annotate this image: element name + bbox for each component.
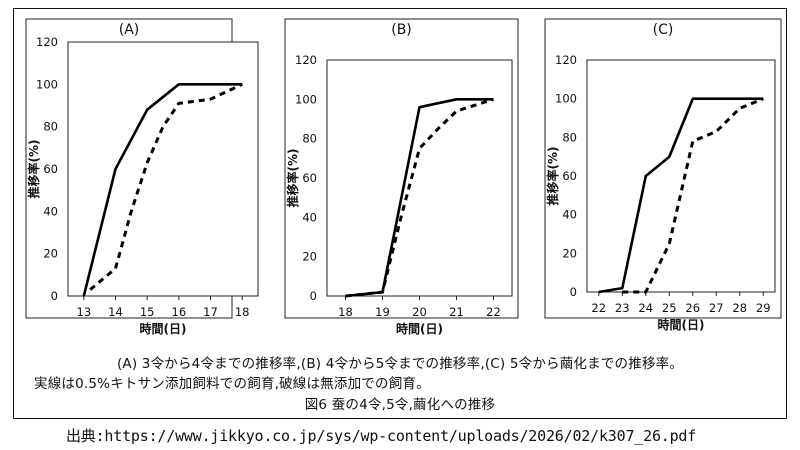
x-tick-label: 22 xyxy=(486,305,501,319)
y-tick-label: 80 xyxy=(302,132,317,146)
x-tick-label: 29 xyxy=(756,301,771,315)
y-tick-label: 0 xyxy=(51,289,58,303)
y-tick-label: 60 xyxy=(562,169,577,183)
y-axis-label: 推移率(%) xyxy=(545,147,560,206)
series-line-solid xyxy=(598,97,764,294)
x-tick-label: 22 xyxy=(591,301,606,315)
y-tick-label: 40 xyxy=(562,208,577,222)
x-axis-label: 時間(日) xyxy=(396,321,443,336)
chart-title: (B) xyxy=(391,22,412,38)
chart-panel xyxy=(284,18,519,319)
series-line-dashed xyxy=(622,97,764,294)
caption-line-2: 実線は0.5%キトサン添加飼料での飼育,破線は無添加での飼育。 xyxy=(34,376,430,392)
y-tick-label: 20 xyxy=(43,247,58,261)
y-tick-label: 60 xyxy=(302,171,317,185)
y-tick-label: 120 xyxy=(295,53,317,67)
x-axis-label: 時間(日) xyxy=(140,321,187,336)
series-line-dashed xyxy=(345,97,494,298)
plot-area xyxy=(326,59,513,297)
x-axis-label: 時間(日) xyxy=(658,317,705,332)
chart-panel xyxy=(25,18,259,319)
figure-title: 図6 蚕の4令,5令,繭化への推移 xyxy=(304,397,496,413)
y-tick-label: 80 xyxy=(43,120,58,134)
caption-line-1: (A) 3令から4令までの推移率,(B) 4令から5令までの推移率,(C) 5令… xyxy=(116,356,684,372)
x-tick-label: 19 xyxy=(375,305,390,319)
x-tick-label: 20 xyxy=(412,305,427,319)
y-axis-label: 推移率(%) xyxy=(26,140,41,199)
chart-title: (C) xyxy=(653,22,674,38)
y-tick-label: 0 xyxy=(310,289,317,303)
x-tick-label: 16 xyxy=(172,305,187,319)
y-tick-label: 120 xyxy=(555,53,577,67)
source-note: 出典:https://www.jikkyo.co.jp/sys/wp-conte… xyxy=(66,427,697,445)
x-tick-label: 28 xyxy=(732,301,747,315)
x-tick-label: 18 xyxy=(235,305,250,319)
plot-area xyxy=(67,41,259,297)
y-tick-label: 100 xyxy=(36,77,58,91)
x-tick-label: 24 xyxy=(638,301,653,315)
chart-title: (A) xyxy=(119,22,140,38)
y-axis-label: 推移率(%) xyxy=(285,149,300,208)
y-tick-label: 60 xyxy=(43,162,58,176)
x-tick-label: 23 xyxy=(615,301,630,315)
x-tick-label: 21 xyxy=(449,305,464,319)
series-line-solid xyxy=(82,83,243,297)
x-tick-label: 25 xyxy=(662,301,677,315)
y-tick-label: 120 xyxy=(36,35,58,49)
charts-area: (A) 0 20 40 60 80 100 120 13 14 15 16 17 18 時間(日) 推移率(%… xyxy=(25,18,782,336)
y-tick-label: 100 xyxy=(555,92,577,106)
x-tick-label: 27 xyxy=(709,301,724,315)
y-tick-label: 80 xyxy=(562,130,577,144)
y-tick-label: 40 xyxy=(43,204,58,218)
x-tick-label: 17 xyxy=(203,305,218,319)
x-tick-label: 14 xyxy=(108,305,123,319)
x-tick-label: 13 xyxy=(77,305,92,319)
y-tick-label: 20 xyxy=(302,250,317,264)
x-tick-label: 26 xyxy=(685,301,700,315)
plot-area xyxy=(586,59,776,293)
y-tick-label: 0 xyxy=(570,285,577,299)
y-tick-label: 20 xyxy=(562,246,577,260)
y-tick-label: 100 xyxy=(295,92,317,106)
x-tick-label: 18 xyxy=(338,305,353,319)
x-tick-label: 15 xyxy=(140,305,155,319)
y-tick-label: 40 xyxy=(302,210,317,224)
chart-panel xyxy=(544,18,782,319)
